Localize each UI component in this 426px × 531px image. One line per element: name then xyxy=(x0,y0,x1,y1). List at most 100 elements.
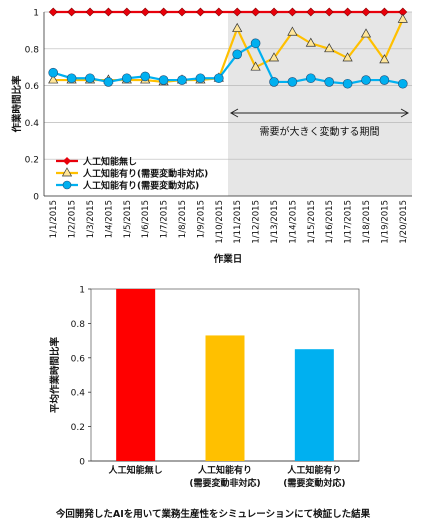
data-point-diamond xyxy=(232,7,242,17)
data-point-diamond xyxy=(140,7,150,17)
y-tick-label: 1 xyxy=(33,9,39,19)
bar xyxy=(116,289,156,461)
x-tick-label: 1/17/2015 xyxy=(344,200,354,244)
data-point-triangle xyxy=(360,28,372,38)
data-point-diamond xyxy=(159,7,169,17)
x-tick-label: 1/1/2015 xyxy=(49,200,59,238)
annotation-arrowhead-right xyxy=(400,108,410,118)
data-point-circle xyxy=(379,75,390,85)
data-point-circle xyxy=(250,38,261,49)
y-tick-label: 0.4 xyxy=(71,389,86,399)
y-tick-label: 0.6 xyxy=(71,354,86,364)
data-point-triangle xyxy=(250,61,261,71)
data-point-circle xyxy=(342,78,353,89)
data-point-circle xyxy=(48,67,59,78)
y-axis-title: 作業時間比率 xyxy=(11,75,23,133)
x-tick-label: 1/7/2015 xyxy=(160,200,170,238)
y-tick-label: 0.4 xyxy=(25,119,40,129)
data-point-diamond xyxy=(177,7,187,17)
data-point-circle xyxy=(66,73,77,84)
legend-marker xyxy=(63,157,71,165)
data-point-circle xyxy=(214,73,224,84)
bar xyxy=(205,335,245,461)
data-point-circle xyxy=(324,77,335,87)
data-point-diamond xyxy=(306,7,316,17)
data-point-diamond xyxy=(195,7,205,17)
category-label-sub: (需要変動対応) xyxy=(283,477,345,489)
y-tick-label: 1 xyxy=(79,286,85,296)
x-tick-label: 1/16/2015 xyxy=(325,200,335,244)
data-point-diamond xyxy=(48,7,58,17)
y-tick-label: 0 xyxy=(79,458,85,468)
x-tick-label: 1/8/2015 xyxy=(178,200,188,238)
x-tick-label: 1/13/2015 xyxy=(270,200,280,244)
data-point-diamond xyxy=(379,7,389,17)
legend-marker xyxy=(61,167,73,177)
data-point-circle xyxy=(397,78,408,89)
category-label-sub: (需要変動非対応) xyxy=(189,477,260,489)
y-tick-label: 0.8 xyxy=(25,45,40,55)
data-point-circle xyxy=(305,73,316,84)
data-point-circle xyxy=(177,75,187,85)
data-point-triangle xyxy=(48,74,59,84)
legend-label: 人工知能有り(需要変動対応) xyxy=(82,180,199,192)
data-point-triangle xyxy=(379,54,390,64)
annotation-label: 需要が大きく変動する期間 xyxy=(260,125,380,138)
data-point-circle xyxy=(158,75,169,85)
y-axis-title: 平均作業時間比率 xyxy=(49,337,61,414)
data-point-diamond xyxy=(269,7,279,17)
legend-marker xyxy=(62,180,72,190)
annotation-arrowhead-left xyxy=(229,108,239,118)
data-point-circle xyxy=(269,77,279,87)
x-tick-label: 1/2/2015 xyxy=(68,200,78,238)
data-point-triangle xyxy=(232,22,243,32)
data-point-triangle xyxy=(305,37,316,47)
data-point-triangle xyxy=(342,52,353,62)
x-tick-label: 1/4/2015 xyxy=(104,200,114,238)
data-point-diamond xyxy=(361,7,371,17)
x-tick-label: 1/9/2015 xyxy=(196,200,206,238)
data-point-triangle xyxy=(397,13,408,23)
data-point-diamond xyxy=(214,7,224,17)
x-tick-label: 1/20/2015 xyxy=(399,200,409,244)
category-label: 人工知能無し xyxy=(108,464,163,476)
bar xyxy=(294,349,334,461)
data-point-triangle xyxy=(268,52,280,62)
x-tick-label: 1/3/2015 xyxy=(86,200,96,238)
x-tick-label: 1/10/2015 xyxy=(215,200,225,244)
data-point-circle xyxy=(140,71,150,82)
data-point-diamond xyxy=(67,7,77,17)
legend-label: 人工知能無し xyxy=(82,156,137,168)
y-tick-label: 0.2 xyxy=(25,156,39,166)
y-tick-label: 0.2 xyxy=(71,423,85,433)
category-label: 人工知能有り xyxy=(197,464,252,476)
data-point-circle xyxy=(287,77,298,87)
y-tick-label: 0.8 xyxy=(71,320,86,330)
x-tick-label: 1/6/2015 xyxy=(141,200,151,238)
x-tick-label: 1/15/2015 xyxy=(307,200,317,244)
data-point-diamond xyxy=(343,7,353,17)
data-point-diamond xyxy=(85,7,95,17)
data-point-circle xyxy=(122,73,132,84)
data-point-circle xyxy=(361,75,371,85)
data-point-circle xyxy=(103,77,114,87)
data-point-triangle xyxy=(287,26,298,36)
x-tick-label: 1/11/2015 xyxy=(233,200,243,244)
x-tick-label: 1/19/2015 xyxy=(380,200,390,244)
figure-caption: 今回開発したAIを用いて業務生産性をシミュレーションにて検証した結果 xyxy=(55,509,371,520)
y-tick-label: 0 xyxy=(33,193,39,203)
data-point-circle xyxy=(195,73,206,84)
data-point-diamond xyxy=(324,7,334,17)
data-point-diamond xyxy=(251,7,261,17)
category-label: 人工知能有り xyxy=(286,464,341,476)
data-point-diamond xyxy=(122,7,132,17)
data-point-circle xyxy=(85,73,95,84)
x-tick-label: 1/12/2015 xyxy=(252,200,262,244)
x-tick-label: 1/14/2015 xyxy=(288,200,298,244)
data-point-triangle xyxy=(324,43,335,53)
legend-label: 人工知能有り(需要変動非対応) xyxy=(82,168,208,180)
data-point-circle xyxy=(232,49,242,60)
data-point-diamond xyxy=(103,7,113,17)
x-axis-title: 作業日 xyxy=(214,253,243,265)
